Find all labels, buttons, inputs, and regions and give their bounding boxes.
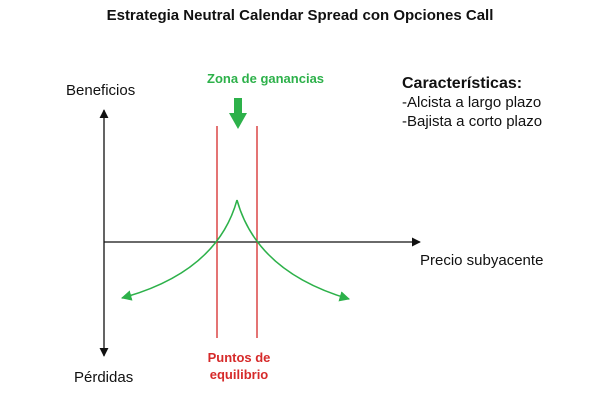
breakeven-label-line1: Puntos de: [207, 350, 271, 365]
x-axis-label: Precio subyacente: [420, 252, 544, 269]
features-item-long-term: -Alcista a largo plazo: [402, 94, 542, 111]
y-axis-label-profit: Beneficios: [66, 82, 136, 99]
chart-title: Estrategia Neutral Calendar Spread con O…: [106, 7, 494, 24]
y-axis-label-loss: Pérdidas: [74, 369, 134, 386]
profit-zone-label: Zona de ganancias: [207, 71, 325, 86]
payoff-curve-left: [120, 199, 238, 301]
features-box: Características: -Alcista a largo plazo …: [402, 74, 542, 131]
profit-zone-arrow-icon: [229, 98, 247, 129]
features-item-short-term: -Bajista a corto plazo: [402, 113, 543, 130]
payoff-curve-right: [236, 199, 351, 302]
features-title: Características:: [402, 75, 523, 92]
breakeven-label-line2: equilibrio: [209, 367, 269, 382]
breakeven-label: Puntos de equilibrio: [196, 349, 282, 383]
